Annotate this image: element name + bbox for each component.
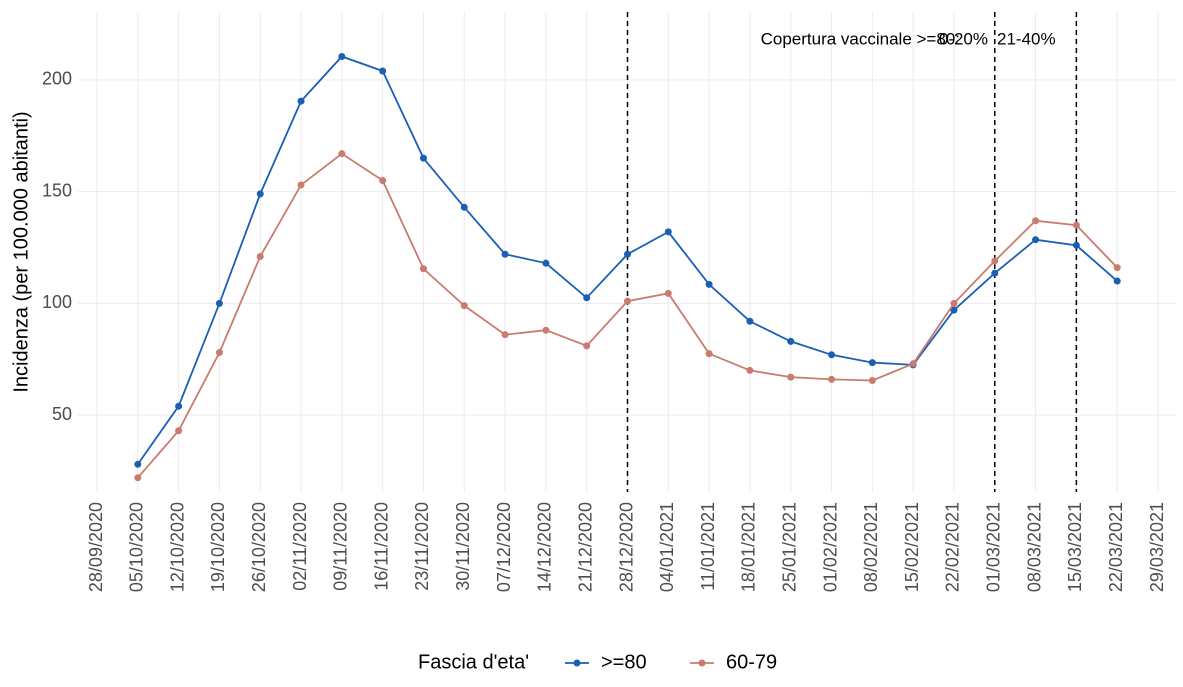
legend-swatch bbox=[573, 659, 581, 667]
data-point bbox=[542, 326, 550, 334]
data-point bbox=[215, 299, 223, 307]
data-point bbox=[1032, 217, 1040, 225]
annotation: 21-40% bbox=[997, 29, 1056, 48]
data-point bbox=[134, 474, 142, 482]
y-axis-label: Incidenza (per 100.000 abitanti) bbox=[10, 111, 32, 392]
data-point bbox=[950, 299, 958, 307]
data-point bbox=[746, 317, 754, 325]
data-point bbox=[828, 375, 836, 383]
data-point bbox=[379, 67, 387, 75]
data-point bbox=[297, 97, 305, 105]
data-point bbox=[624, 297, 631, 305]
x-tick-label: 12/10/2020 bbox=[167, 502, 187, 592]
data-point bbox=[419, 265, 427, 273]
data-point bbox=[256, 190, 264, 198]
data-point bbox=[705, 280, 713, 288]
y-tick-label: 100 bbox=[42, 292, 72, 312]
x-tick-label: 01/02/2021 bbox=[820, 502, 840, 592]
data-point bbox=[583, 342, 591, 350]
data-point bbox=[868, 359, 876, 367]
data-point bbox=[297, 181, 305, 189]
data-point bbox=[909, 360, 917, 368]
data-point bbox=[379, 176, 387, 184]
data-point bbox=[215, 349, 223, 357]
data-point bbox=[624, 250, 631, 258]
x-tick-label: 28/12/2020 bbox=[616, 502, 636, 592]
annotation: Copertura vaccinale >=80: bbox=[761, 29, 960, 48]
x-tick-label: 11/01/2021 bbox=[698, 502, 718, 591]
data-point bbox=[664, 289, 672, 297]
x-tick-label: 25/01/2021 bbox=[779, 502, 799, 592]
x-tick-label: 08/02/2021 bbox=[861, 502, 881, 592]
x-tick-label: 14/12/2020 bbox=[535, 502, 555, 592]
data-point bbox=[338, 150, 346, 158]
annotation: 0-20% bbox=[939, 29, 988, 48]
data-point bbox=[664, 228, 672, 236]
legend-label: >=80 bbox=[601, 651, 647, 673]
x-tick-label: 09/11/2020 bbox=[331, 502, 351, 591]
x-tick-label: 30/11/2020 bbox=[453, 502, 473, 591]
x-tick-label: 21/12/2020 bbox=[575, 502, 595, 592]
x-tick-label: 22/02/2021 bbox=[943, 502, 963, 592]
data-point bbox=[1113, 264, 1121, 272]
x-tick-label: 07/12/2020 bbox=[494, 502, 514, 592]
data-point bbox=[256, 252, 264, 260]
x-tick-label: 29/03/2021 bbox=[1147, 502, 1167, 592]
data-point bbox=[175, 402, 183, 410]
x-tick-label: 08/03/2021 bbox=[1024, 502, 1044, 592]
x-tick-label: 02/11/2020 bbox=[290, 502, 310, 591]
x-tick-label: 26/10/2020 bbox=[249, 502, 269, 592]
data-point bbox=[134, 460, 142, 468]
x-tick-label: 19/10/2020 bbox=[208, 502, 228, 592]
x-tick-label: 01/03/2021 bbox=[984, 502, 1004, 592]
x-tick-label: 16/11/2020 bbox=[371, 502, 391, 591]
data-point bbox=[868, 376, 876, 384]
data-point bbox=[175, 427, 183, 435]
x-tick-label: 28/09/2020 bbox=[86, 502, 106, 592]
x-tick-label: 04/01/2021 bbox=[657, 502, 677, 592]
data-point bbox=[950, 306, 958, 314]
y-tick-label: 200 bbox=[42, 69, 72, 89]
data-point bbox=[501, 250, 509, 258]
y-tick-label: 50 bbox=[52, 404, 72, 424]
x-tick-label: 15/02/2021 bbox=[902, 502, 922, 592]
data-point bbox=[828, 351, 836, 359]
data-point bbox=[1072, 241, 1080, 249]
x-tick-label: 05/10/2020 bbox=[127, 502, 147, 592]
data-point bbox=[460, 203, 468, 211]
data-point bbox=[991, 257, 999, 265]
data-point bbox=[787, 337, 795, 345]
x-tick-label: 15/03/2021 bbox=[1065, 502, 1085, 592]
data-point bbox=[1113, 277, 1121, 285]
x-tick-label: 23/11/2020 bbox=[412, 502, 432, 591]
data-point bbox=[419, 154, 427, 162]
data-point bbox=[460, 302, 468, 310]
data-point bbox=[338, 52, 346, 60]
data-point bbox=[1072, 221, 1080, 229]
data-point bbox=[1032, 236, 1040, 244]
legend-swatch bbox=[698, 659, 706, 667]
data-point bbox=[746, 366, 754, 374]
data-point bbox=[787, 373, 795, 381]
legend-label: 60-79 bbox=[726, 651, 777, 673]
data-point bbox=[991, 269, 999, 277]
x-tick-label: 18/01/2021 bbox=[739, 502, 759, 592]
data-point bbox=[501, 331, 509, 339]
data-point bbox=[705, 350, 713, 358]
x-tick-label: 22/03/2021 bbox=[1106, 502, 1126, 592]
y-tick-label: 150 bbox=[42, 180, 72, 200]
legend-title: Fascia d'eta' bbox=[418, 651, 529, 673]
data-point bbox=[583, 294, 591, 302]
data-point bbox=[542, 259, 550, 267]
